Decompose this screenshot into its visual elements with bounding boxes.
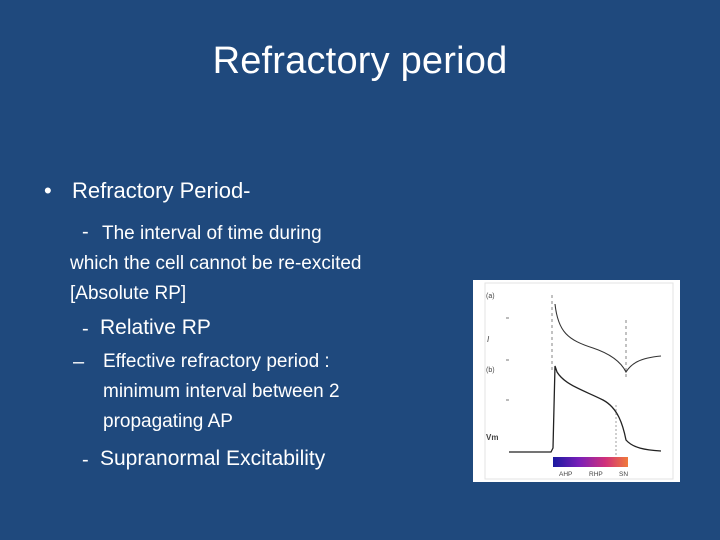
- definition-line-1: The interval of time during: [102, 223, 322, 244]
- dash-marker: -: [82, 221, 89, 243]
- bar-label-rhp: RHP: [589, 471, 603, 478]
- panel-a-label: (a): [486, 293, 495, 300]
- relative-rp-text: Relative RP: [100, 316, 211, 339]
- vm-label: Vm: [486, 433, 498, 442]
- current-label: I: [487, 335, 490, 344]
- bullet-refractory-period: • Refractory Period-: [44, 178, 251, 204]
- supranormal-text: Supranormal Excitability: [100, 447, 326, 470]
- dash-marker: -: [82, 449, 89, 471]
- threshold-curve: [554, 303, 662, 374]
- effective-line-2: minimum interval between 2: [103, 381, 340, 402]
- figure-svg: (a) (b) I Vm AHP RHP SN: [484, 282, 674, 480]
- effective-line-3: propagating AP: [103, 411, 233, 432]
- bullet-refractory-period-label: Refractory Period-: [72, 178, 251, 203]
- effective-line-1: Effective refractory period :: [103, 351, 330, 372]
- panel-b-label: (b): [486, 367, 495, 374]
- figure-frame: [484, 282, 674, 480]
- bullet-dot: •: [44, 178, 52, 203]
- definition-line-3: [Absolute RP]: [70, 283, 187, 304]
- refractory-color-bar: [553, 457, 628, 467]
- bar-label-sn: SN: [619, 471, 628, 478]
- bar-label-ahp: AHP: [559, 471, 572, 478]
- refractory-figure: (a) (b) I Vm AHP RHP SN: [473, 280, 680, 482]
- dash-marker: -: [82, 318, 89, 340]
- en-dash-marker: –: [73, 351, 85, 373]
- slide-title: Refractory period: [212, 40, 508, 82]
- action-potential-trace: [509, 365, 662, 453]
- definition-line-2: which the cell cannot be re-excited: [70, 253, 362, 274]
